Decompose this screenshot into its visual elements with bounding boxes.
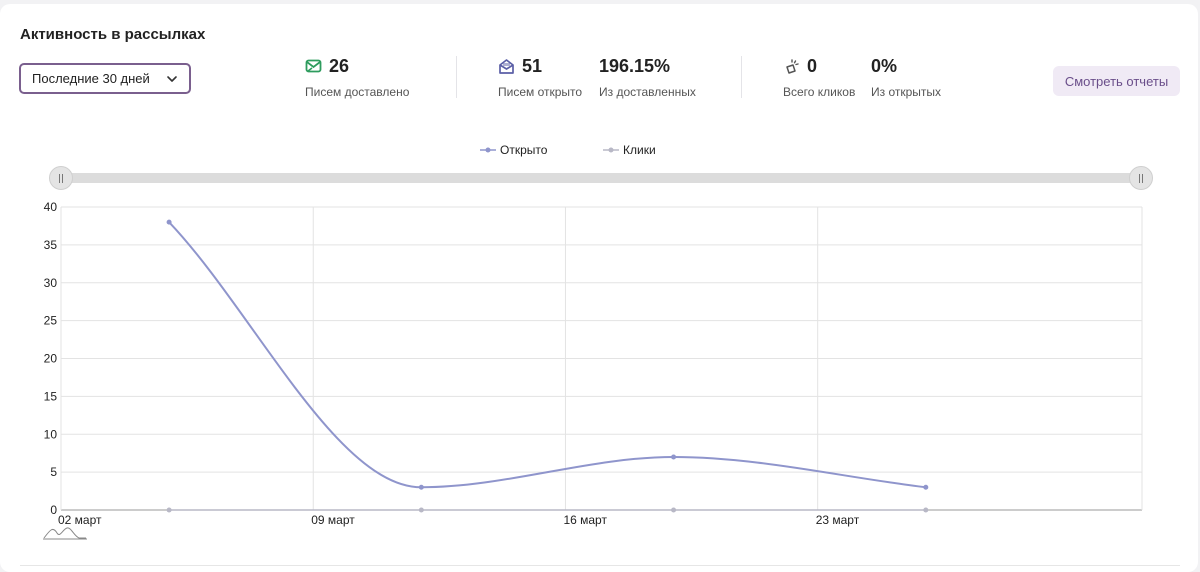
stat-opened: 51 Писем открыто <box>498 56 582 99</box>
open-rate-label: Из доставленных <box>599 85 696 99</box>
zoom-slider-track[interactable] <box>60 173 1142 183</box>
activity-card: Активность в рассылках Последние 30 дней… <box>0 4 1198 572</box>
period-select-value: Последние 30 дней <box>32 71 150 86</box>
legend-item-clicks[interactable]: Клики <box>603 143 656 157</box>
opened-label: Писем открыто <box>498 85 583 99</box>
zoom-slider-left-handle[interactable] <box>49 166 73 190</box>
page-title: Активность в рассылках <box>20 26 206 43</box>
legend-label-opened: Открыто <box>500 143 548 157</box>
view-reports-button[interactable]: Смотреть отчеты <box>1053 66 1180 96</box>
stat-clicks: 0 Всего кликов <box>783 56 855 99</box>
zoom-slider-right-handle[interactable] <box>1129 166 1153 190</box>
click-icon <box>786 59 799 74</box>
stat-click-rate: 0% Из открытых <box>871 56 941 99</box>
clicks-count: 0 <box>807 56 818 76</box>
legend-marker-clicks <box>603 147 619 153</box>
delivered-count: 26 <box>329 56 350 76</box>
delivered-label: Писем доставлено <box>305 85 410 99</box>
click-rate-label: Из открытых <box>871 85 942 99</box>
legend-item-opened[interactable]: Открыто <box>480 143 547 157</box>
mail-opened-icon <box>499 59 514 74</box>
divider <box>20 565 1180 566</box>
legend-marker-opened <box>480 147 496 153</box>
stat-open-rate: 196.15% Из доставленных <box>599 56 696 99</box>
legend-label-clicks: Клики <box>623 143 656 157</box>
click-rate-value: 0% <box>871 56 898 76</box>
clicks-label: Всего кликов <box>783 85 856 99</box>
opened-count: 51 <box>522 56 543 76</box>
open-rate-value: 196.15% <box>599 56 671 76</box>
mail-delivered-icon <box>305 59 322 73</box>
divider <box>456 56 457 98</box>
chevron-down-icon <box>167 76 177 82</box>
divider <box>741 56 742 98</box>
period-select[interactable]: Последние 30 дней <box>19 63 191 94</box>
stat-delivered: 26 Писем доставлено <box>305 56 409 99</box>
